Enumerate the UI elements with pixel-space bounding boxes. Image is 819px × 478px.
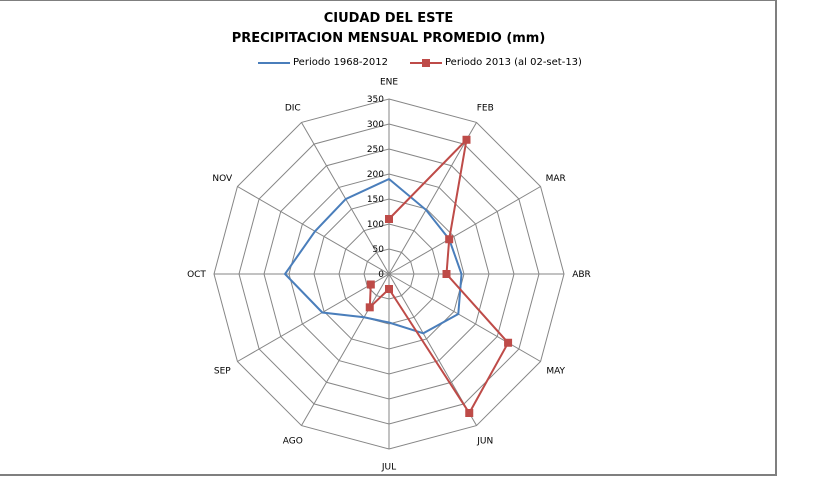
chart-area	[0, 0, 777, 476]
grid-spoke	[301, 273, 390, 426]
category-label: JUN	[476, 437, 493, 447]
legend-label: Periodo 1968-2012	[293, 57, 388, 68]
data-point	[442, 270, 451, 278]
data-point	[445, 235, 454, 244]
tick-label: 250	[367, 145, 384, 155]
legend-line-icon	[258, 61, 290, 64]
category-label: SEP	[214, 366, 231, 376]
legend-item-series-1: Periodo 1968-2012	[258, 57, 388, 68]
category-label: FEB	[477, 103, 494, 113]
data-point	[366, 280, 375, 289]
grid-spoke	[388, 186, 541, 275]
tick-label: 100	[367, 220, 384, 230]
tick-label: 0	[378, 270, 384, 280]
category-label: OCT	[187, 270, 206, 280]
tick-label: 200	[367, 170, 384, 180]
legend-label: Periodo 2013 (al 02-set-13)	[445, 57, 582, 68]
category-label: ENE	[380, 78, 398, 88]
tick-label: 150	[367, 195, 384, 205]
tick-label: 50	[373, 245, 385, 255]
category-label: MAY	[546, 366, 565, 376]
grid-spoke	[388, 122, 477, 275]
data-point	[365, 303, 374, 312]
category-label: ABR	[572, 270, 591, 280]
category-label: JUL	[381, 463, 396, 473]
data-point	[465, 408, 474, 417]
category-label: MAR	[546, 174, 566, 184]
data-point	[385, 215, 393, 223]
grid-spoke	[388, 273, 541, 362]
tick-label: 300	[367, 120, 384, 130]
data-point	[462, 135, 471, 144]
chart-subtitle: PRECIPITACION MENSUAL PROMEDIO (mm)	[231, 31, 546, 46]
grid-spoke	[237, 186, 390, 275]
category-label: AGO	[283, 437, 303, 447]
data-point	[385, 285, 393, 293]
category-label: DIC	[285, 103, 301, 113]
legend: Periodo 1968-2012 Periodo 2013 (al 02-se…	[258, 57, 582, 68]
legend-item-series-2: Periodo 2013 (al 02-set-13)	[410, 57, 582, 68]
tick-label: 350	[367, 95, 384, 105]
grid-spoke	[237, 273, 390, 362]
legend-marker-icon	[410, 58, 442, 67]
chart-title: CIUDAD DEL ESTE	[323, 11, 454, 26]
data-point	[504, 338, 513, 347]
category-label: NOV	[212, 174, 233, 184]
